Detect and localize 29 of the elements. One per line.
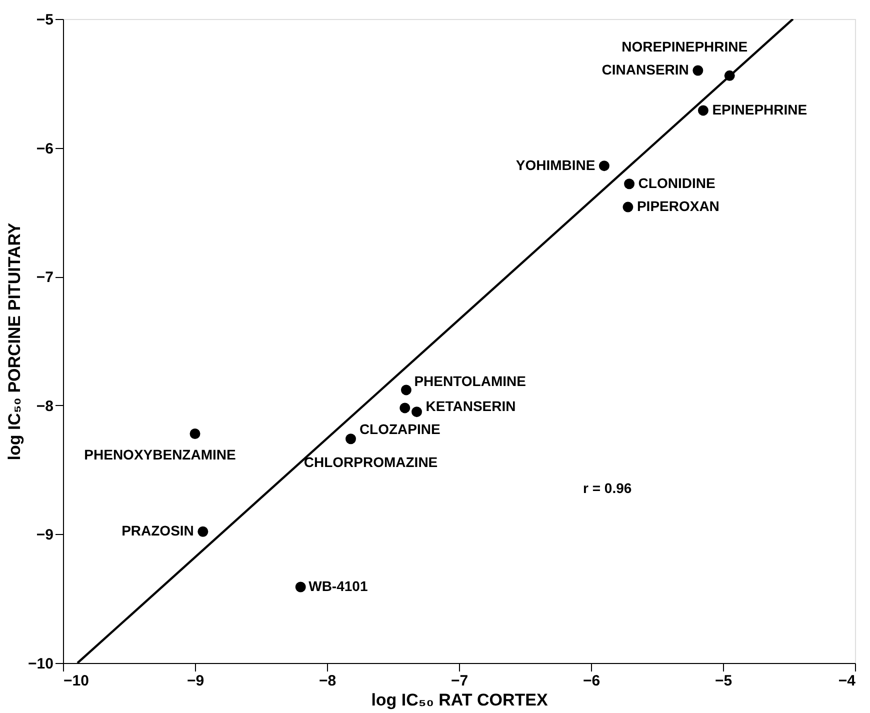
x-tick-label: −9	[186, 672, 204, 690]
x-tick-label: −7	[450, 672, 468, 690]
x-tick-label: −10	[64, 672, 89, 690]
annotation: r = 0.96	[583, 480, 632, 496]
y-tick-label: −5	[36, 12, 54, 28]
annotation: PRAZOSIN	[122, 522, 194, 539]
annotation: YOHIMBINE	[516, 156, 596, 173]
annotation: CHLORPROMAZINE	[304, 454, 438, 470]
y-axis-title: log IC₅₀ PORCINE PITUITARY	[5, 222, 24, 460]
y-tick-label: −10	[28, 656, 54, 672]
y-tick-label: −8	[36, 398, 54, 415]
annotation: WB-4101	[308, 578, 368, 594]
annotation: EPINEPHRINE	[712, 101, 808, 118]
annotation: PIPEROXAN	[636, 198, 720, 214]
y-tick-label: −9	[36, 526, 54, 544]
annotation: CLONIDINE	[638, 174, 716, 191]
y-tick-label: −7	[36, 269, 54, 286]
x-tick-label: −6	[582, 672, 600, 690]
annotation: PHENTOLAMINE	[414, 372, 526, 389]
y-tick-label: −6	[36, 140, 54, 158]
x-tick-label: −5	[714, 672, 732, 690]
annotation: CINANSERIN	[602, 62, 689, 78]
annotation: NOREPINEPHRINE	[622, 38, 748, 55]
annotation: PHENOXYBENZAMINE	[84, 446, 236, 463]
annotation: CLOZAPINE	[359, 420, 440, 437]
x-axis-title: log IC₅₀ RAT CORTEX	[371, 690, 548, 710]
annotation: KETANSERIN	[426, 398, 516, 414]
x-tick-label: −4	[838, 672, 856, 690]
x-tick-label: −8	[318, 672, 336, 690]
